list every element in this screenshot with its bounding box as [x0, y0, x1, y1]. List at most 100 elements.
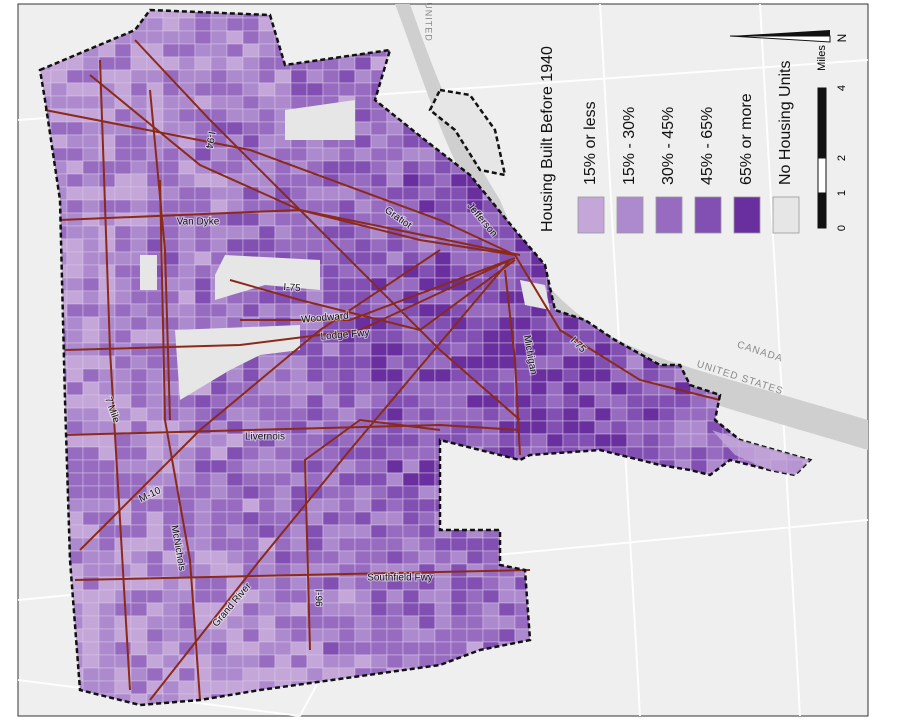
- tract: [162, 56, 180, 71]
- tract: [274, 576, 292, 591]
- tract: [258, 459, 276, 474]
- tract: [290, 641, 308, 656]
- tract: [210, 576, 228, 591]
- tract: [130, 316, 148, 331]
- tract: [306, 576, 324, 591]
- tract: [146, 563, 164, 578]
- tract: [402, 134, 420, 149]
- tract: [114, 147, 132, 162]
- tract: [162, 368, 180, 383]
- tract: [98, 472, 116, 487]
- tract: [418, 433, 436, 448]
- tract: [546, 342, 564, 357]
- tract: [354, 654, 372, 669]
- tract: [210, 563, 228, 578]
- tract: [82, 381, 100, 396]
- tract: [162, 30, 180, 45]
- tract: [50, 121, 68, 136]
- tract: [274, 602, 292, 617]
- scale-bar: 0 1 2 4 Miles: [816, 45, 848, 231]
- tract: [338, 485, 356, 500]
- tract: [338, 147, 356, 162]
- tract: [194, 251, 212, 266]
- tract: [242, 290, 260, 305]
- tract: [242, 134, 260, 149]
- tract: [402, 589, 420, 604]
- tract: [98, 485, 116, 500]
- tract: [450, 186, 468, 201]
- tract: [82, 511, 100, 526]
- tract: [402, 602, 420, 617]
- tract: [162, 641, 180, 656]
- tract: [146, 628, 164, 643]
- tract: [226, 43, 244, 58]
- tract: [242, 30, 260, 45]
- tract: [610, 381, 628, 396]
- tract: [386, 498, 404, 513]
- tract: [338, 199, 356, 214]
- tract: [546, 407, 564, 422]
- tract: [626, 355, 644, 370]
- tract: [98, 199, 116, 214]
- tract: [226, 537, 244, 552]
- tract: [546, 394, 564, 409]
- tract: [226, 381, 244, 396]
- tract: [338, 550, 356, 565]
- tract: [610, 407, 628, 422]
- tract: [386, 355, 404, 370]
- tract: [194, 56, 212, 71]
- tract: [210, 628, 228, 643]
- tract: [242, 615, 260, 630]
- tract: [162, 433, 180, 448]
- tract: [674, 420, 692, 435]
- tract: [66, 160, 84, 175]
- scale-segment: [817, 157, 827, 194]
- tract: [498, 381, 516, 396]
- tract: [178, 238, 196, 253]
- tract: [434, 628, 452, 643]
- tract: [66, 238, 84, 253]
- tract: [402, 615, 420, 630]
- tract: [66, 56, 84, 71]
- tract: [642, 368, 660, 383]
- tract: [274, 212, 292, 227]
- tract: [194, 43, 212, 58]
- tract: [242, 524, 260, 539]
- legend-label: 30% - 45%: [660, 107, 677, 185]
- tract: [114, 264, 132, 279]
- tract: [98, 680, 116, 695]
- tract: [226, 615, 244, 630]
- tract: [194, 264, 212, 279]
- tract: [162, 498, 180, 513]
- tract: [434, 160, 452, 175]
- tract: [354, 199, 372, 214]
- tract: [130, 69, 148, 84]
- tract: [178, 108, 196, 123]
- tract: [466, 602, 484, 617]
- tract: [274, 381, 292, 396]
- tract: [466, 407, 484, 422]
- tract: [354, 602, 372, 617]
- tract: [370, 342, 388, 357]
- tract: [66, 134, 84, 149]
- tract: [242, 225, 260, 240]
- tract: [114, 537, 132, 552]
- tract: [210, 589, 228, 604]
- tract: [530, 407, 548, 422]
- tract: [258, 212, 276, 227]
- tract: [402, 238, 420, 253]
- tract: [546, 433, 564, 448]
- tract: [258, 446, 276, 461]
- tract: [370, 524, 388, 539]
- tract: [290, 394, 308, 409]
- tract: [386, 602, 404, 617]
- tract: [290, 615, 308, 630]
- tract: [322, 199, 340, 214]
- tract: [130, 602, 148, 617]
- tract: [130, 95, 148, 110]
- road-label: Woodward: [301, 311, 349, 326]
- tract: [370, 602, 388, 617]
- tract: [50, 69, 68, 84]
- tract: [338, 472, 356, 487]
- tract: [114, 433, 132, 448]
